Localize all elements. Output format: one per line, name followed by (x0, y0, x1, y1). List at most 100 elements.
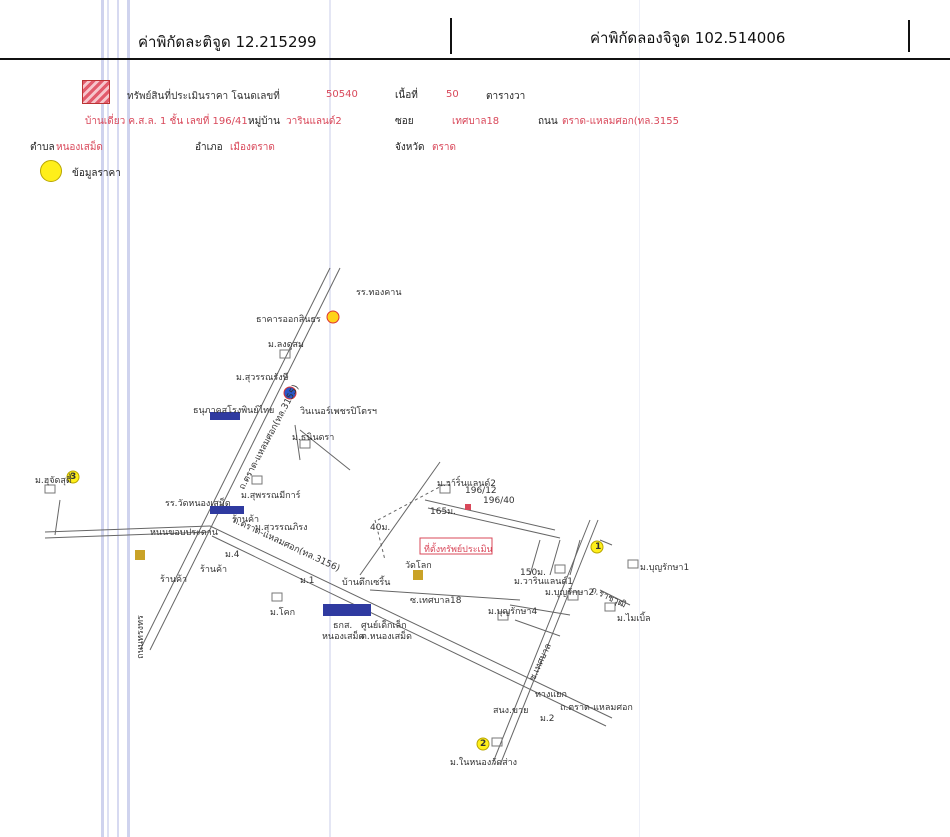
label-village-e: ม.สุวรรณภิรง (255, 523, 308, 533)
label-bank: ธาคารออกสินธร (256, 315, 321, 325)
price-marker-2 (476, 737, 490, 751)
village-icon-g (439, 484, 451, 494)
road-value: ตราด-แหลมศอก(ทล.3155 (562, 116, 679, 127)
price-marker-1 (590, 540, 604, 554)
label-soi18: ซ.เทศบาล18 (410, 596, 462, 606)
property-marker (465, 504, 471, 510)
label-village-left: ม.ฮุจัดสุตี้ (35, 476, 72, 486)
village-label: หมู่บ้าน (248, 116, 280, 127)
tambon-label: ตำบล (30, 142, 55, 153)
label-village-g: ม.วารินแลนด์2 (437, 479, 496, 489)
label-shop2: ร้านค้า (160, 575, 188, 585)
price-data-legend-label: ข้อมูลราคา (72, 168, 121, 179)
tambon-value: หนองเสม็ด (56, 142, 103, 153)
label-village-k: ม.บุญรักษา1 (640, 563, 690, 573)
label-village-a: ม.ลงดูสม (268, 340, 304, 350)
label-village-f: ม.โคก (270, 608, 296, 618)
price-data-legend-icon (40, 160, 62, 182)
temple-icon-1 (135, 550, 145, 560)
label-village-d: ม.สุพรรณมีการ์ (241, 491, 301, 501)
price-marker-3 (66, 470, 80, 484)
label-village-h: ม.วารินแลนด์1 (514, 577, 573, 587)
scan-line-5 (329, 0, 331, 837)
soi-target (424, 499, 556, 531)
village-icon-a (279, 349, 291, 359)
label-village-l: ม.ไมเบิ้ล (617, 614, 651, 624)
label-town: สนง.ขาย (493, 706, 529, 716)
label-office: ศูนย์เด็กเล็ก (361, 621, 407, 631)
shell-icon (326, 310, 340, 324)
label-gas: วินเนอร์เพชรปิโตรฯ (300, 407, 377, 417)
village-icon-k (627, 559, 639, 569)
road-target (359, 461, 441, 576)
label-bottom-left-road: ถนนทรงทร (135, 615, 146, 659)
marker-3-number: 3 (70, 472, 77, 482)
label-target: ที่ตั้งทรัพย์ประเมิน (424, 545, 493, 555)
bank-building-icon (323, 604, 371, 616)
village-icon-j (497, 611, 509, 621)
address-line: บ้านเดี่ยว ค.ส.ล. 1 ชั้น เลขที่ 196/41 (85, 116, 248, 127)
road-north-south-2 (139, 267, 331, 651)
scan-line-6 (639, 0, 640, 837)
village-icon-left (44, 484, 56, 494)
label-m4: ม.4 (225, 550, 240, 560)
label-m2: ม.2 (540, 714, 555, 724)
road-west-2 (44, 531, 211, 539)
label-hnong: หนองเสม็ด (322, 632, 365, 642)
amphoe-value: เมืองตราด (230, 142, 275, 153)
label-shop1: ร้านค้า (232, 515, 260, 525)
label-m165: 165ม. (430, 507, 456, 517)
label-village-i: ม.บุญรักษา2 (545, 588, 595, 598)
header-divider (450, 18, 452, 54)
village-icon-d (251, 475, 263, 485)
label-lot-num: 196/12 (465, 486, 497, 496)
school-icon (210, 506, 244, 514)
road-label: ถนน (538, 116, 558, 127)
label-m1: ม.1 (300, 576, 315, 586)
label-village-b: ม.สุวรรณรังษี (236, 373, 289, 383)
label-village-m: ม.ในหนองวัดส่าง (450, 758, 518, 768)
header-right-edge (908, 20, 910, 52)
province-label: จังหวัด (395, 142, 425, 153)
soi-target-2 (427, 507, 561, 539)
label-village-j: ม.บุญรักษา4 (488, 607, 538, 617)
soi-label: ซอย (395, 116, 414, 127)
label-school-top: รร.ทองคาน (356, 288, 402, 298)
label-m150: 150ม. (520, 568, 546, 578)
label-lot-num2: 196/40 (483, 496, 515, 506)
village-value: วารินแลนด์2 (286, 116, 342, 127)
road-main-se (209, 525, 613, 719)
latitude-label: ค่าพิกัดละติจูด 12.215299 (138, 33, 317, 51)
marker-2-number: 2 (480, 739, 487, 749)
label-rd-bottom: ถ.ตราด-แหลมศอก (560, 703, 633, 713)
ptt-icon (283, 386, 297, 400)
label-junction: ทางแยก (535, 690, 567, 700)
area-label: เนื้อที่ (395, 90, 418, 101)
header-bar (0, 58, 950, 60)
village-icon-h (554, 564, 566, 574)
longitude-label: ค่าพิกัดลองจิจูด 102.514006 (590, 29, 786, 47)
marker-1-number: 1 (595, 542, 602, 552)
amphoe-label: อำเภอ (195, 142, 223, 153)
label-office2: ต.หนองเสม็ด (361, 632, 412, 642)
village-icon-c (299, 439, 311, 449)
village-icon-i (567, 591, 579, 601)
village-icon-m (491, 737, 503, 747)
label-road-ban: หนนขอบประดาน (150, 528, 218, 538)
province-value: ตราด (432, 142, 456, 153)
label-market: บ้านตึกเซริ้น (342, 578, 391, 588)
target-callout (419, 537, 493, 555)
property-label: ทรัพย์สินที่ประเมินราคา โฉนดเลขที่ (127, 91, 280, 102)
label-wat: วัดโลก (405, 561, 432, 571)
scan-line-3 (117, 0, 119, 837)
hospital-icon (210, 412, 240, 420)
soi-18 (369, 589, 521, 601)
label-shop3: ร้านค้า (200, 565, 228, 575)
village-icon-l (604, 602, 616, 612)
road-west (44, 525, 211, 533)
area-unit: ตารางวา (486, 91, 526, 102)
scan-line-4 (127, 0, 130, 837)
property-swatch (82, 80, 110, 104)
village-icon-f (271, 592, 283, 602)
